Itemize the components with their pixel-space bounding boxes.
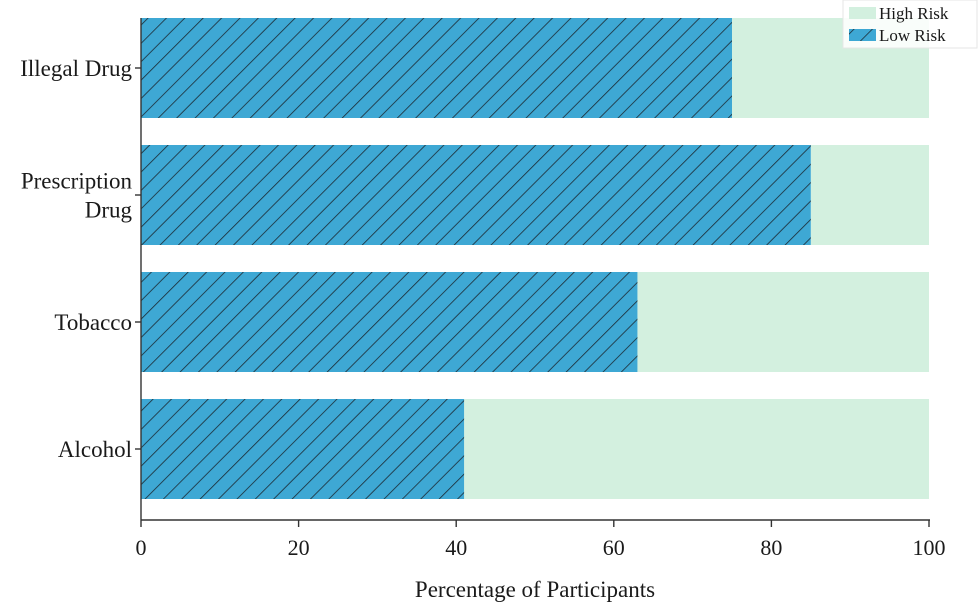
x-tick-label-40: 40 xyxy=(445,535,467,560)
legend-label-high-risk: High Risk xyxy=(879,4,949,23)
bar-low-risk-hatch-tobacco xyxy=(141,272,638,372)
legend-label-low-risk: Low Risk xyxy=(879,26,946,45)
category-label-tobacco: Tobacco xyxy=(54,310,132,335)
bar-low-risk-hatch-prescription-drug xyxy=(141,145,811,245)
x-tick-label-80: 80 xyxy=(760,535,782,560)
x-tick-label-100: 100 xyxy=(913,535,946,560)
legend: High Risk Low Risk xyxy=(842,0,978,49)
bar-low-risk-hatch-alcohol xyxy=(141,399,465,499)
category-label-prescription-drug: Prescription Drug xyxy=(21,169,133,223)
x-axis-title: Percentage of Participants xyxy=(415,577,655,602)
bar-low-risk-hatch-illegal-drug xyxy=(141,18,732,118)
bar-high-risk-alcohol xyxy=(464,399,929,499)
axes-layer xyxy=(135,18,930,527)
bars-layer xyxy=(141,18,929,499)
legend-swatch-hatch-low-risk xyxy=(849,29,876,41)
x-tick-label-0: 0 xyxy=(136,535,147,560)
category-label-illegal-drug: Illegal Drug xyxy=(20,56,132,81)
category-label-alcohol: Alcohol xyxy=(58,437,132,462)
legend-swatch-high-risk xyxy=(849,7,876,19)
x-tick-label-20: 20 xyxy=(288,535,310,560)
bar-high-risk-prescription-drug xyxy=(810,145,929,245)
x-tick-label-60: 60 xyxy=(603,535,625,560)
labels-layer: Illegal Drug Prescription Drug Tobacco Alcoh… xyxy=(20,56,945,560)
bar-high-risk-tobacco xyxy=(637,272,929,372)
